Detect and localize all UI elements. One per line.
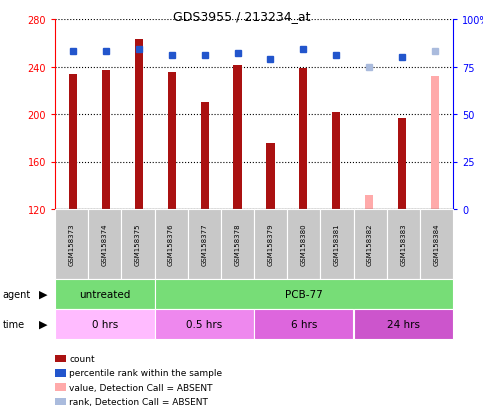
Text: ▶: ▶ — [39, 319, 47, 329]
Text: 6 hrs: 6 hrs — [291, 319, 317, 329]
Bar — [69, 74, 77, 209]
Text: GDS3955 / 213234_at: GDS3955 / 213234_at — [173, 10, 310, 23]
Text: GSM158379: GSM158379 — [268, 223, 273, 266]
Bar — [135, 40, 143, 209]
Text: GSM158377: GSM158377 — [201, 223, 207, 266]
Text: 0.5 hrs: 0.5 hrs — [186, 319, 222, 329]
Bar — [365, 195, 373, 209]
Bar — [431, 77, 439, 209]
Text: GSM158382: GSM158382 — [367, 223, 373, 266]
Text: GSM158381: GSM158381 — [334, 223, 340, 266]
Text: GSM158374: GSM158374 — [102, 223, 108, 266]
Text: time: time — [2, 319, 25, 329]
Text: percentile rank within the sample: percentile rank within the sample — [70, 368, 223, 377]
Text: ▶: ▶ — [39, 289, 47, 299]
Text: GSM158378: GSM158378 — [234, 223, 241, 266]
Bar — [398, 118, 406, 209]
Text: rank, Detection Call = ABSENT: rank, Detection Call = ABSENT — [70, 397, 208, 406]
Bar — [233, 66, 242, 209]
Text: GSM158375: GSM158375 — [135, 223, 141, 266]
Text: 0 hrs: 0 hrs — [92, 319, 118, 329]
Bar — [332, 112, 341, 209]
Text: GSM158373: GSM158373 — [69, 223, 74, 266]
Bar — [266, 143, 274, 209]
Text: agent: agent — [2, 289, 30, 299]
Text: 24 hrs: 24 hrs — [387, 319, 420, 329]
Text: GSM158383: GSM158383 — [400, 223, 406, 266]
Text: GSM158376: GSM158376 — [168, 223, 174, 266]
Text: GSM158380: GSM158380 — [301, 223, 307, 266]
Text: PCB-77: PCB-77 — [285, 289, 323, 299]
Text: value, Detection Call = ABSENT: value, Detection Call = ABSENT — [70, 383, 213, 392]
Text: GSM158384: GSM158384 — [433, 223, 440, 266]
Bar — [102, 71, 110, 209]
Bar — [200, 103, 209, 209]
Text: count: count — [70, 354, 95, 363]
Bar — [168, 73, 176, 209]
Text: untreated: untreated — [79, 289, 130, 299]
Bar — [299, 69, 308, 209]
